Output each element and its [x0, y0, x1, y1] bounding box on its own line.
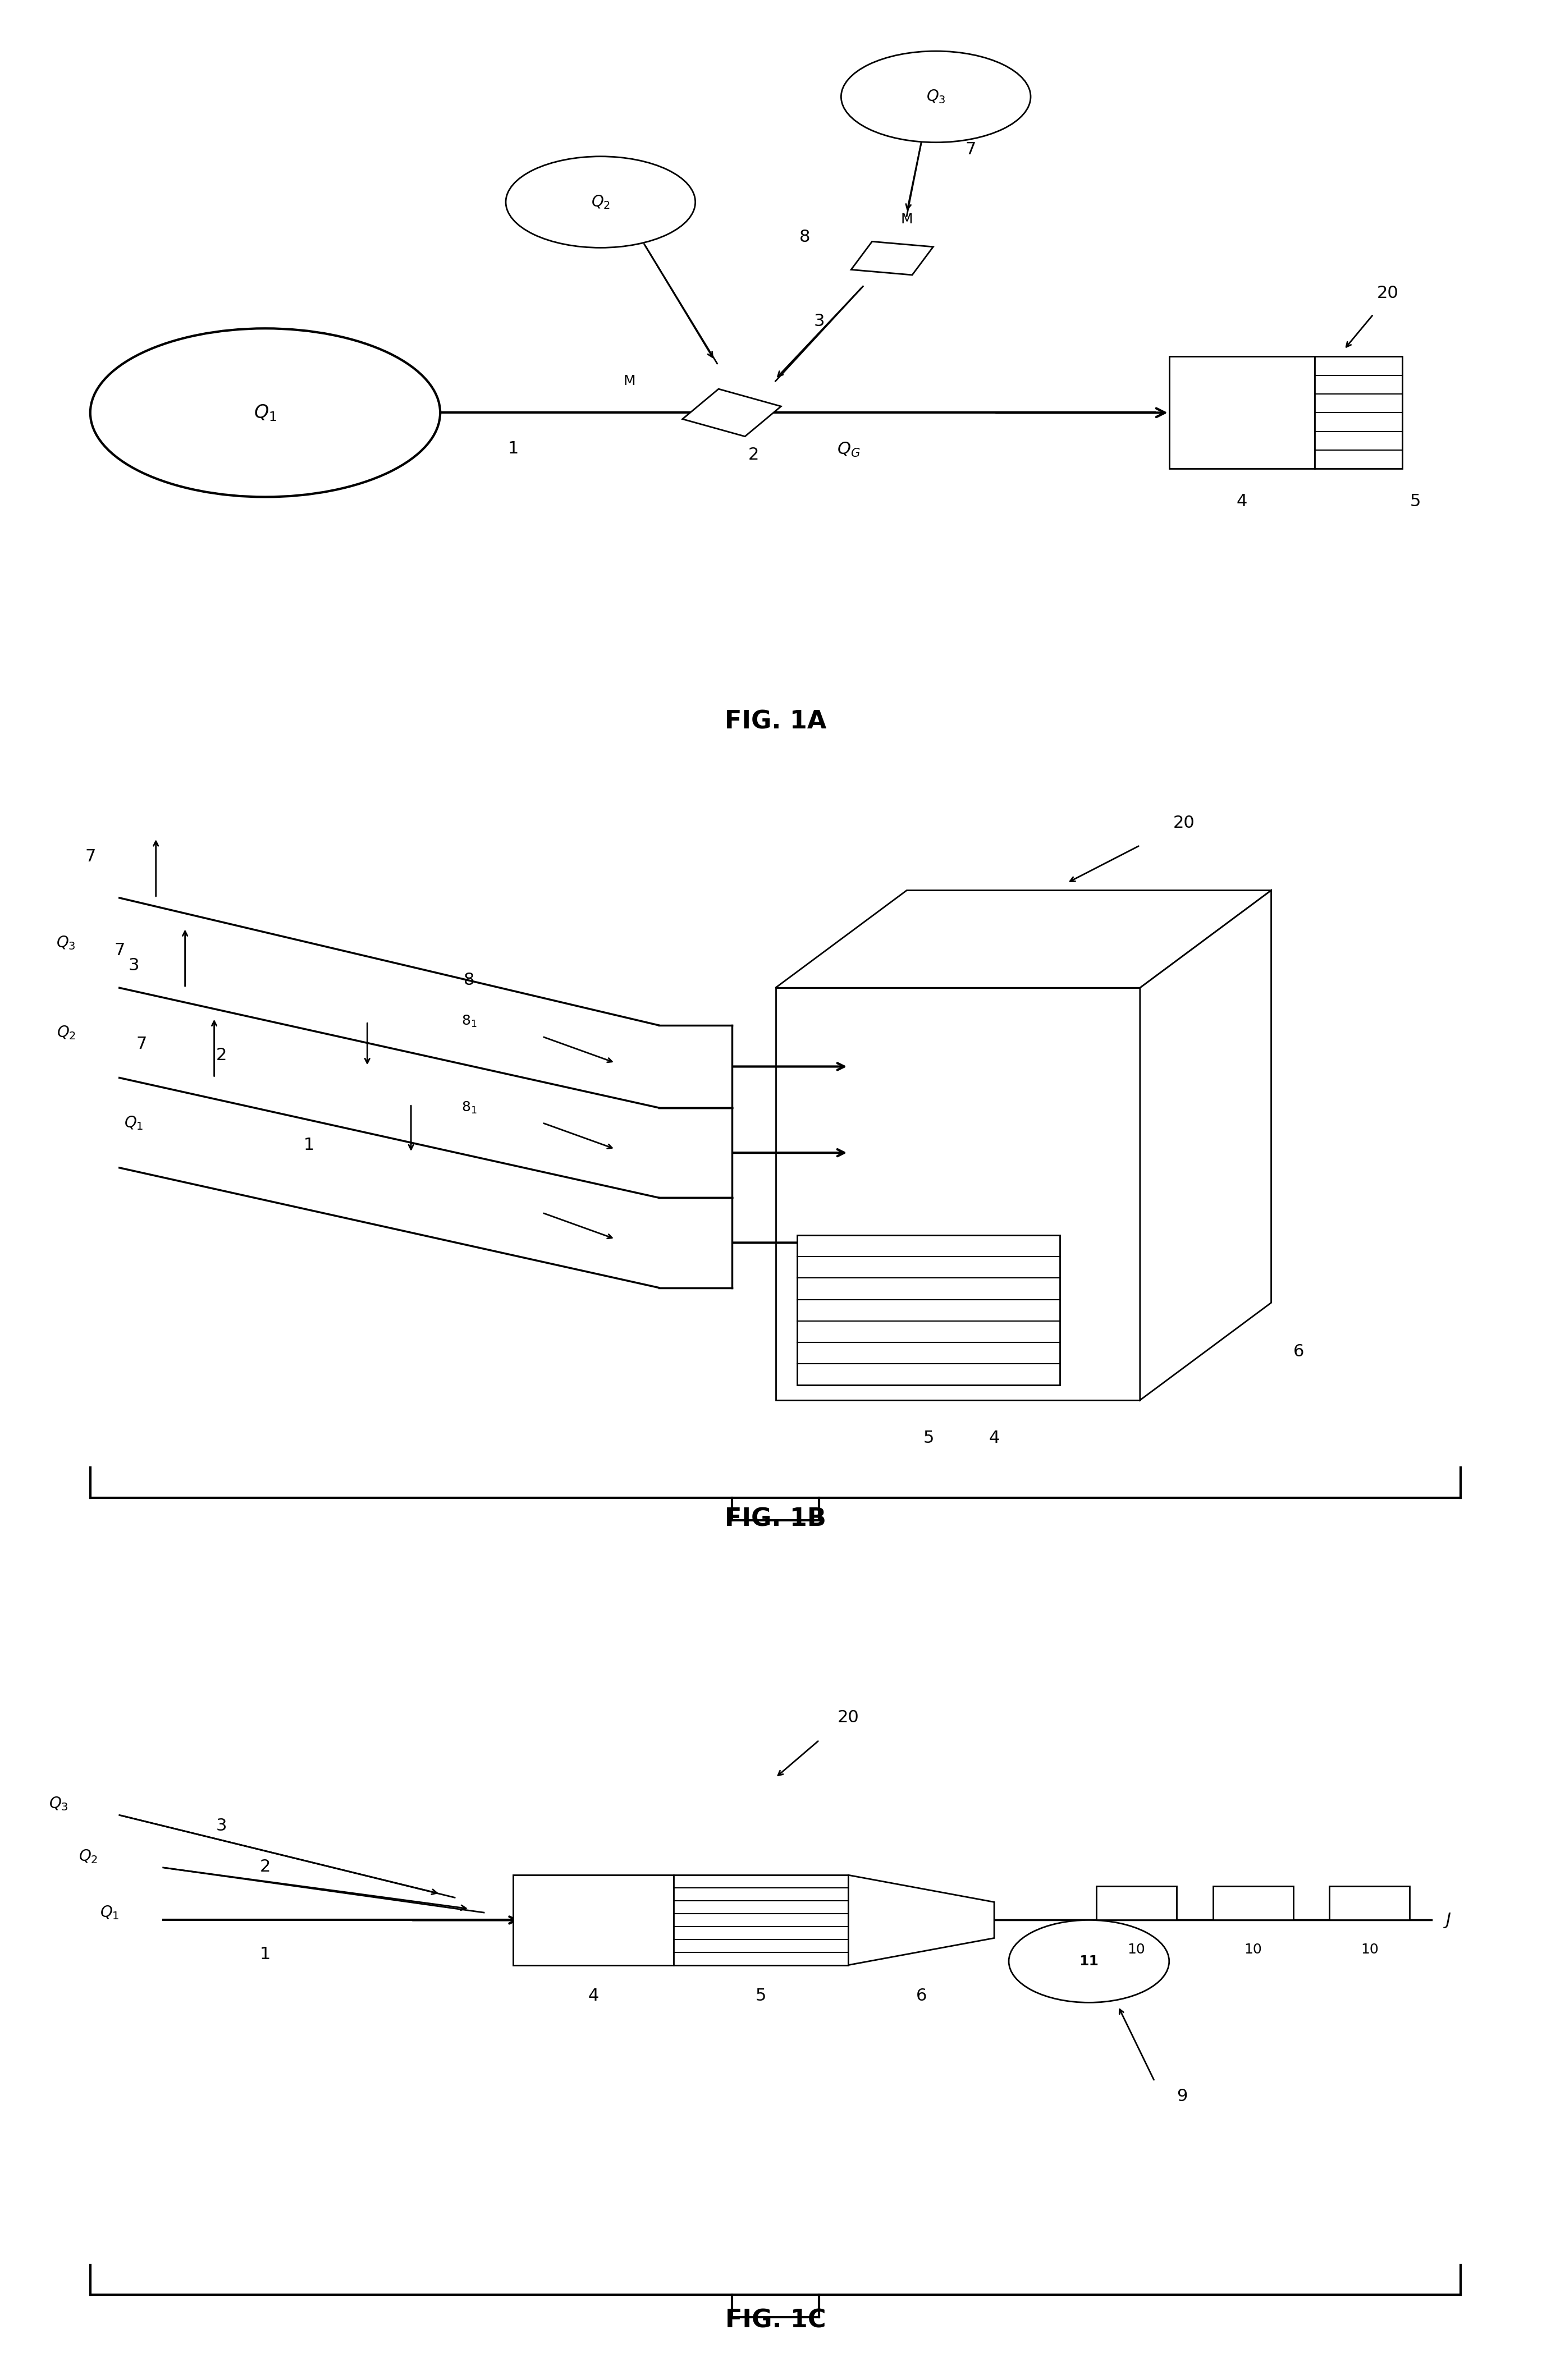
Text: M: M — [901, 212, 914, 226]
Polygon shape — [776, 988, 1140, 1399]
Text: 1: 1 — [259, 1947, 271, 1963]
Text: 7: 7 — [136, 1035, 147, 1052]
Bar — [1169, 357, 1315, 469]
Polygon shape — [851, 240, 934, 276]
Text: 20: 20 — [1377, 286, 1399, 302]
Text: M: M — [624, 374, 636, 388]
Text: FIG. 1B: FIG. 1B — [724, 1507, 827, 1530]
Text: 10: 10 — [1360, 1942, 1379, 1956]
Text: FIG. 1C: FIG. 1C — [724, 2309, 827, 2332]
Polygon shape — [776, 890, 1272, 988]
Text: 10: 10 — [1244, 1942, 1263, 1956]
Circle shape — [841, 50, 1031, 143]
Text: $8_1$: $8_1$ — [462, 1014, 478, 1028]
Polygon shape — [682, 388, 782, 436]
Bar — [1097, 1887, 1177, 1921]
Text: 10: 10 — [1128, 1942, 1145, 1956]
Text: $Q_3$: $Q_3$ — [926, 88, 946, 105]
Text: 11: 11 — [1079, 1954, 1098, 1968]
Text: 3: 3 — [216, 1818, 226, 1835]
Text: $Q_2$: $Q_2$ — [56, 1023, 76, 1040]
Text: 7: 7 — [113, 942, 126, 959]
Bar — [1213, 1887, 1294, 1921]
Text: $Q_1$: $Q_1$ — [101, 1904, 119, 1921]
Text: 5: 5 — [923, 1430, 934, 1447]
Text: $Q_2$: $Q_2$ — [591, 193, 610, 209]
Text: $Q_3$: $Q_3$ — [50, 1795, 68, 1811]
Text: $Q_1$: $Q_1$ — [124, 1114, 144, 1130]
Circle shape — [1008, 1921, 1169, 2002]
Bar — [1329, 1887, 1410, 1921]
Text: 3: 3 — [129, 957, 140, 973]
Polygon shape — [848, 1875, 994, 1966]
Text: 8: 8 — [799, 228, 810, 245]
Text: 20: 20 — [838, 1709, 859, 1726]
Text: $Q_2$: $Q_2$ — [79, 1847, 98, 1864]
Text: 6: 6 — [1294, 1342, 1304, 1359]
Text: 7: 7 — [85, 850, 96, 864]
Text: 2: 2 — [748, 447, 758, 464]
Text: 5: 5 — [755, 1987, 766, 2004]
Text: $Q_G$: $Q_G$ — [836, 440, 861, 459]
Text: 4: 4 — [988, 1430, 1000, 1447]
Bar — [673, 1875, 848, 1966]
Text: 5: 5 — [1410, 493, 1421, 509]
Bar — [797, 1235, 1059, 1385]
Circle shape — [90, 328, 440, 497]
Text: 6: 6 — [915, 1987, 927, 2004]
Text: 20: 20 — [1173, 814, 1194, 831]
Text: $Q_1$: $Q_1$ — [254, 402, 276, 421]
Text: 2: 2 — [259, 1859, 271, 1875]
Text: $Q_3$: $Q_3$ — [56, 935, 76, 952]
Polygon shape — [1140, 890, 1272, 1399]
Text: 1: 1 — [507, 440, 518, 457]
Text: 4: 4 — [588, 1987, 599, 2004]
Text: 4: 4 — [1236, 493, 1247, 509]
Bar — [513, 1875, 673, 1966]
Text: 8: 8 — [464, 971, 475, 988]
Text: 3: 3 — [814, 314, 825, 328]
Text: 1: 1 — [304, 1138, 315, 1154]
Text: 2: 2 — [216, 1047, 226, 1064]
Bar — [1315, 357, 1402, 469]
Text: FIG. 1A: FIG. 1A — [724, 709, 827, 733]
Text: 9: 9 — [1177, 2087, 1188, 2104]
Text: J: J — [1446, 1911, 1452, 1928]
Text: $8_1$: $8_1$ — [462, 1100, 478, 1116]
Circle shape — [506, 157, 695, 248]
Text: 7: 7 — [965, 140, 976, 157]
